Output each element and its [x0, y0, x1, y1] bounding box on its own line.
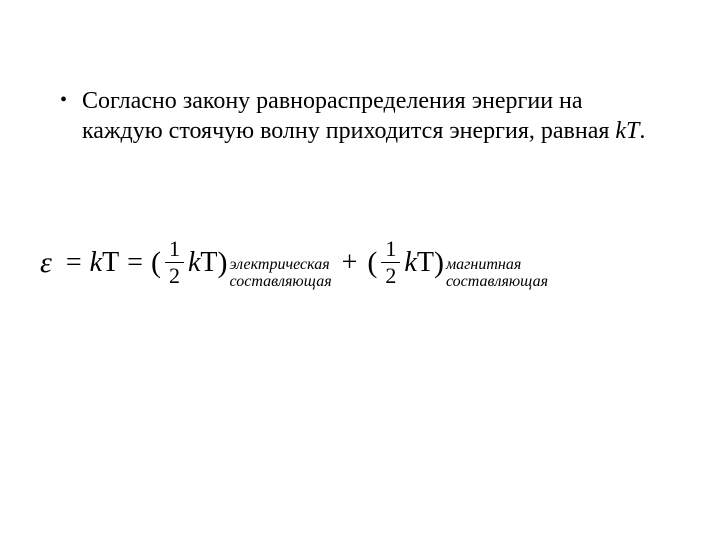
symbol-epsilon: ε [40, 246, 58, 280]
symbol-equals-2: = [119, 247, 151, 279]
frac-den-1: 2 [165, 263, 184, 289]
term-magnetic: ( 1 2 kT ) магнитная составляющая [367, 235, 548, 291]
symbol-k-3: k [404, 247, 416, 279]
symbol-k-1: k [90, 247, 102, 279]
subscript-electric-line1: электрическая [230, 257, 332, 274]
subscript-magnetic: магнитная составляющая [446, 257, 548, 291]
close-paren-2: ) [434, 246, 444, 280]
bullet-marker: • [60, 86, 82, 114]
fraction-half-1: 1 2 [165, 236, 184, 289]
bullet-block: • Согласно закону равнораспределения эне… [60, 86, 660, 146]
subscript-electric: электрическая составляющая [230, 257, 332, 291]
subscript-magnetic-line2: составляющая [446, 274, 548, 291]
symbol-T-1: T [102, 247, 119, 279]
equation: ε = kT = ( 1 2 kT ) электрическая состав… [40, 235, 710, 291]
frac-den-2: 2 [381, 263, 400, 289]
subscript-magnetic-line1: магнитная [446, 257, 548, 274]
open-paren-1: ( [151, 246, 161, 280]
term-electric: ( 1 2 kT ) электрическая составляющая [151, 235, 332, 291]
symbol-plus: + [332, 247, 368, 279]
frac-num-2: 1 [381, 236, 400, 262]
inline-math-kT: kT [615, 118, 639, 144]
symbol-T-2: T [200, 247, 217, 279]
open-paren-2: ( [367, 246, 377, 280]
fraction-half-2: 1 2 [381, 236, 400, 289]
symbol-equals-1: = [58, 247, 90, 279]
frac-num-1: 1 [165, 236, 184, 262]
bullet-text-after: . [639, 118, 645, 144]
slide: • Согласно закону равнораспределения эне… [0, 0, 720, 540]
subscript-electric-line2: составляющая [230, 274, 332, 291]
bullet-text: Согласно закону равнораспределения энерг… [82, 86, 660, 146]
symbol-T-3: T [417, 247, 434, 279]
symbol-k-2: k [188, 247, 200, 279]
close-paren-1: ) [218, 246, 228, 280]
bullet-text-before: Согласно закону равнораспределения энерг… [82, 88, 615, 144]
bullet-item: • Согласно закону равнораспределения эне… [60, 86, 660, 146]
